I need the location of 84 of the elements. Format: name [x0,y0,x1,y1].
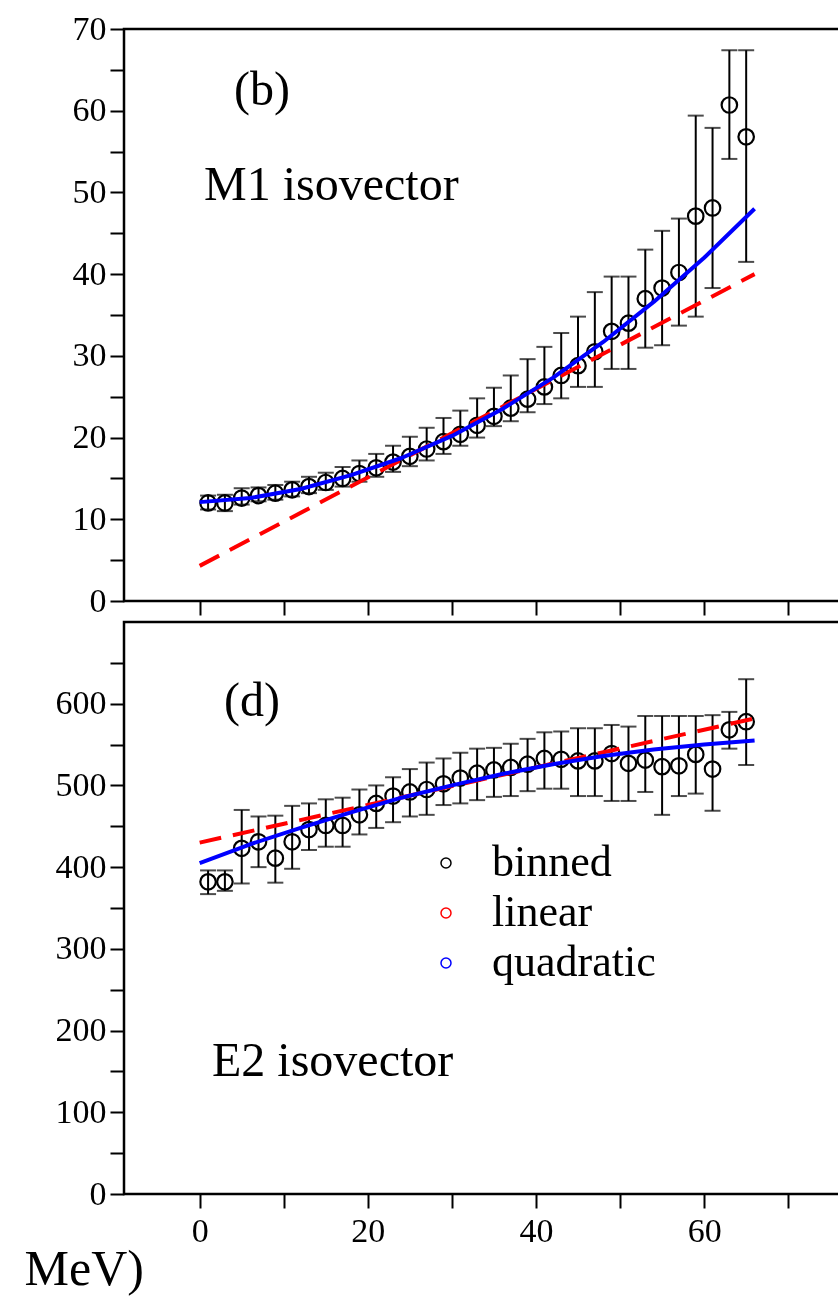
point [468,416,486,435]
point [670,756,688,775]
point [316,816,335,835]
point [569,356,587,375]
point [333,469,352,488]
point [451,425,470,444]
point [434,432,453,451]
point [686,745,705,764]
point [333,816,352,835]
point [552,366,571,385]
point [367,458,386,477]
point [686,207,705,225]
point [451,769,470,787]
y-tick-label: 200 [55,1011,107,1049]
point [602,744,621,763]
x-tick-label: 20 [351,1211,386,1249]
legend-label: linear [492,887,593,936]
x-tick-label: 40 [519,1211,554,1249]
point [350,806,369,824]
y-tick-label: 500 [55,765,107,803]
point [636,289,655,308]
y-tick-label: 50 [72,172,107,210]
point [216,873,234,891]
point [485,407,503,426]
line-series [197,206,757,505]
point [518,390,537,408]
point [585,342,604,361]
point [266,849,285,867]
annotation: M1 isovector [204,157,459,210]
point [535,378,554,396]
point [653,757,671,776]
x-axis-title: MeV) [24,1239,144,1296]
y-tick-label: 600 [55,684,107,722]
point [585,752,604,770]
point [720,96,739,114]
y-tick-label: 0 [89,1174,107,1212]
point [720,721,739,739]
y-tick-label: 100 [55,1092,107,1130]
y-tick-label: 20 [72,418,107,456]
y-tick-label: 400 [55,847,107,885]
y-tick-label: 0 [89,581,107,619]
point [653,279,671,297]
point [350,464,369,483]
y-tick-label: 300 [55,929,107,967]
point [501,758,520,777]
annotation: (d) [224,673,280,727]
y-tick-label: 30 [72,336,107,374]
x-tick-label: 60 [687,1211,722,1249]
point [619,754,638,773]
point [384,453,402,471]
point [232,839,251,858]
annotation: (b) [234,62,290,116]
point [300,820,318,839]
point [602,322,621,341]
point [401,447,419,466]
point [367,794,386,813]
point [703,199,722,217]
point [401,783,419,801]
point [249,832,268,851]
y-tick-label: 40 [72,254,107,292]
point [737,128,756,146]
point [199,873,217,891]
point [417,440,436,458]
point [569,752,587,770]
point [417,780,436,799]
annotation: E2 isovector [212,1033,454,1086]
point [619,314,638,332]
y-tick-label: 70 [72,9,107,47]
point [434,774,453,793]
point [737,712,756,731]
point [518,755,537,774]
point [670,263,688,282]
point [703,760,722,778]
legend-label: binned [492,837,612,886]
point [485,761,503,779]
x-tick-label: 0 [191,1211,209,1249]
point [384,787,402,805]
y-tick-label: 60 [72,91,107,129]
point [552,750,571,769]
point [501,399,520,417]
point [636,751,655,769]
y-tick-label: 10 [72,499,107,537]
point [283,832,301,851]
legend-label: quadratic [492,937,656,986]
